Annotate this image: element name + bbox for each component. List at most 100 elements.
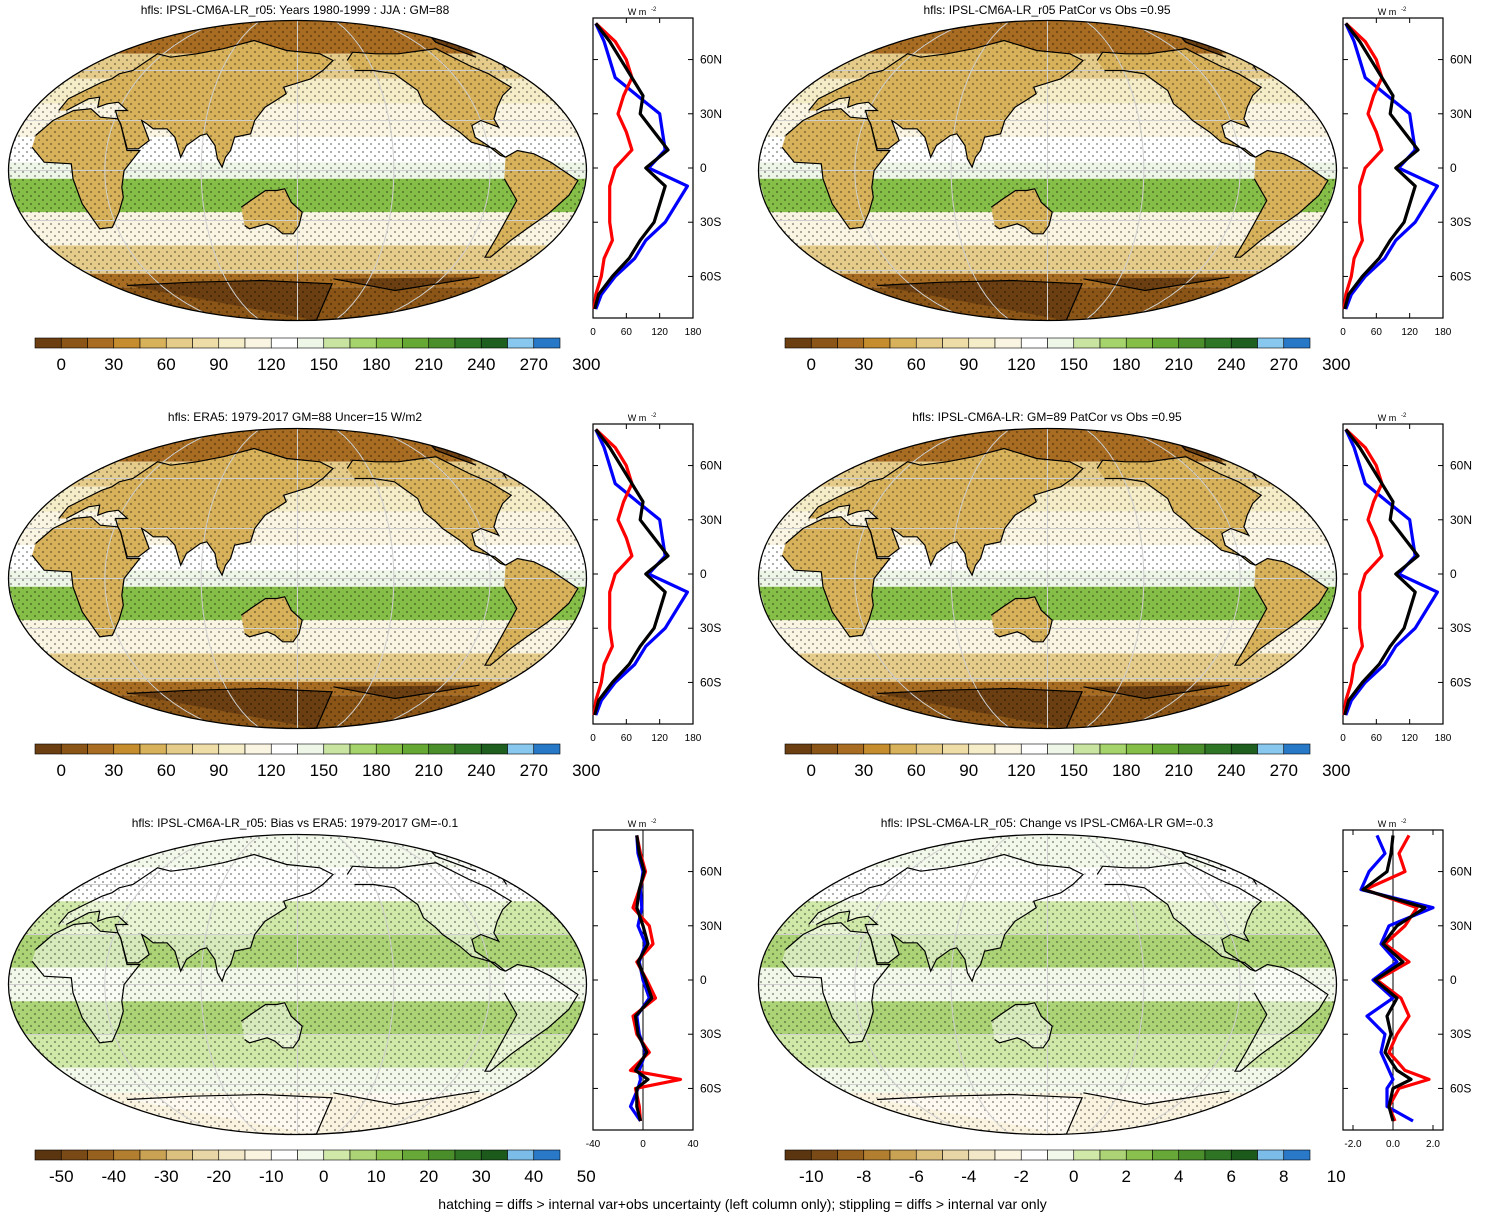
colorbar-tick-label: 210 [415,761,443,780]
zonal-unit: W m [628,7,647,17]
colorbar-swatch [915,337,943,349]
map-border [757,833,1338,1136]
colorbar-swatch [994,337,1022,349]
zonal-line-black [1343,428,1420,716]
colorbar-swatch [218,337,246,349]
colorbar-tick-label: 240 [1217,355,1245,374]
lat-tick-label: 60S [700,1081,721,1095]
map-border [757,427,1338,730]
lat-tick-label: 0 [1450,973,1457,987]
coastline [781,108,892,230]
colorbar-swatch [1204,337,1232,349]
colorbar-tick-label: 210 [1165,355,1193,374]
map-field [8,428,587,729]
colorbar-tick-label: -4 [961,1167,976,1186]
zonal-frame [592,423,694,725]
colorbar-tick-label: 6 [1227,1167,1236,1186]
coastline [240,1002,303,1049]
graticule-lon [854,834,974,1135]
colorbar-swatch [87,743,115,755]
colorbar-swatch [1047,337,1075,349]
colorbar-swatch [837,743,865,755]
colorbar-tick-label: -30 [154,1167,179,1186]
footnote: hatching = diffs > internal var+obs unce… [438,1196,1047,1212]
colorbar-tick-label: 10 [1327,1167,1346,1186]
colorbar-swatch [1073,337,1101,349]
colorbar-tick-label: 2 [1122,1167,1131,1186]
colorbar-swatch [1125,337,1153,349]
x-tick-label: 0 [1340,733,1346,744]
colorbar-tick-label: -40 [101,1167,126,1186]
map-title: hfls: ERA5: 1979-2017 GM=88 Uncer=15 W/m… [167,410,423,424]
colorbar-swatch [533,1149,561,1161]
x-tick-label: 180 [685,327,702,338]
zonal-line-red [1363,834,1431,1122]
colorbar-swatch [1204,1149,1232,1161]
colorbar-tick-label: 270 [520,355,548,374]
coastline [483,963,579,1072]
zonal-mean-plot: W m -2 60N 30N 0 30S 60S 0 60 120 180 [1340,7,1472,338]
colorbar-tick-label: 270 [1270,761,1298,780]
colorbar-swatch [244,1149,272,1161]
colorbar-tick-label: 180 [1112,761,1140,780]
colorbar-swatch [837,1149,865,1161]
colorbar-swatch [349,337,377,349]
colorbar-swatch [994,743,1022,755]
colorbar-swatch [784,1149,812,1161]
colorbar-swatch [810,743,838,755]
colorbar-tick-label: 180 [1112,355,1140,374]
x-tick-label: 180 [685,733,702,744]
colorbar-tick-label: 240 [467,761,495,780]
coastline [1233,149,1329,258]
lat-tick-label: 30N [700,107,722,121]
zonal-mean-plot: W m -2 60N 30N 0 30S 60S -40 0 40 [586,819,722,1150]
colorbar-swatch [323,1149,351,1161]
colorbar-swatch [165,743,193,755]
colorbar-swatch [297,743,325,755]
colorbar-swatch [1178,337,1206,349]
coastline [781,516,892,638]
colorbar-swatch [863,337,891,349]
x-tick-label: 120 [1401,327,1418,338]
colorbar-swatch [1099,1149,1127,1161]
zonal-frame [1342,17,1444,319]
x-tick-label: 60 [621,733,633,744]
colorbar-swatch [428,743,456,755]
colorbar-tick-label: 300 [1322,355,1350,374]
coastline [240,596,303,643]
colorbar-swatch [1283,743,1311,755]
x-tick-label: 2.0 [1426,1139,1440,1150]
colorbar-tick-label: 0 [57,761,66,780]
colorbar-tick-label: 20 [419,1167,438,1186]
lat-tick-label: 60S [700,675,721,689]
colorbar-swatch [375,337,403,349]
lat-tick-label: 0 [700,161,707,175]
map-field [758,428,1337,729]
map-field [758,20,1337,321]
colorbar-tick-label: 120 [257,761,285,780]
colorbar-swatch [113,1149,141,1161]
colorbar-swatch [60,743,88,755]
colorbar-swatch [1152,337,1180,349]
colorbar-swatch [454,337,482,349]
map-field [8,20,587,321]
colorbar-swatch [1099,337,1127,349]
coastline [483,557,579,666]
map-title: hfls: IPSL-CM6A-LR_r05: Bias vs ERA5: 19… [131,816,459,830]
zonal-unit-sup: -2 [1401,819,1407,825]
coastline [333,276,480,292]
colorbar-swatch [87,1149,115,1161]
zonal-line-blue [1344,428,1439,716]
colorbar-swatch [507,743,535,755]
coastline [1096,48,1263,158]
colorbar-swatch [1020,337,1048,349]
colorbar-swatch [784,743,812,755]
x-tick-label: 180 [1435,733,1452,744]
colorbar-swatch [968,743,996,755]
graticule-lon [1121,834,1241,1135]
x-tick-label: 60 [621,327,633,338]
zonal-line-blue [594,428,689,716]
map-border [7,833,588,1136]
colorbar-swatch [402,743,430,755]
coastline [877,1093,1083,1135]
